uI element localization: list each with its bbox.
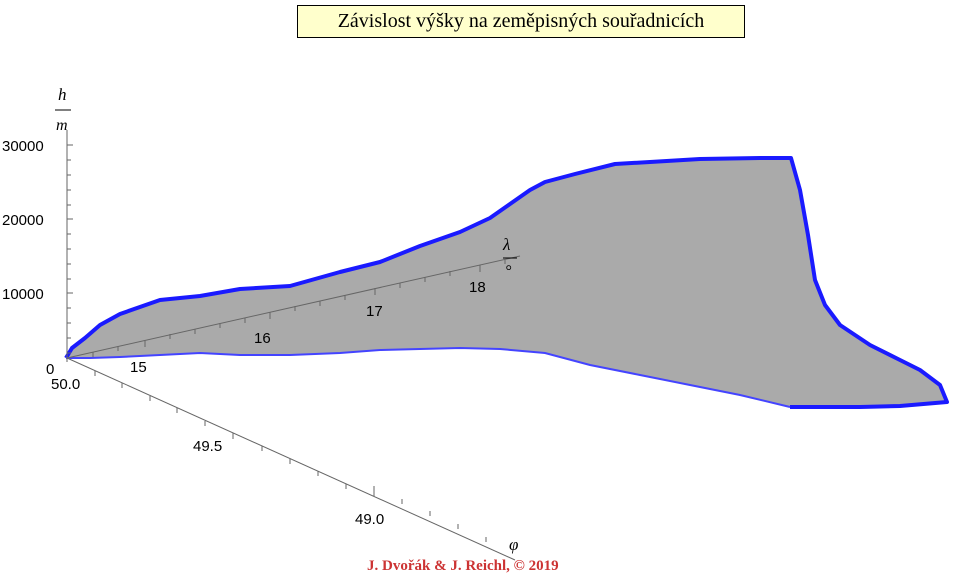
surface-top-edge: [64, 156, 949, 409]
h-axis-unit: m: [56, 117, 68, 134]
h-axis-symbol: h: [58, 85, 67, 104]
h-tick-30000: 30000: [2, 138, 44, 155]
chart-title: Závislost výšky na zeměpisných souřadnic…: [297, 5, 745, 38]
h-axis-ticks: [67, 144, 73, 354]
surface-fill: [66, 158, 947, 407]
credit-text: J. Dvořák & J. Reichl, © 2019: [367, 558, 559, 574]
phi-tick-49.5: 49.5: [193, 438, 222, 455]
h-tick-0: 0: [46, 361, 54, 378]
phi-axis-line: [66, 357, 516, 561]
phi-axis-ticks: [94, 371, 487, 542]
surface-bottom-edge: [66, 346, 791, 408]
h-tick-10000: 10000: [2, 286, 44, 303]
phi-axis-symbol: φ: [509, 535, 518, 554]
lambda-tick-16: 16: [254, 330, 271, 347]
h-tick-20000: 20000: [2, 212, 44, 229]
phi-tick-50.0: 50.0: [51, 376, 80, 393]
lambda-tick-18: 18: [469, 279, 486, 296]
lambda-axis-symbol: λ: [502, 235, 510, 254]
lambda-tick-15: 15: [130, 359, 147, 376]
phi-tick-49.0: 49.0: [355, 511, 384, 528]
lambda-axis-unit: °: [505, 263, 512, 280]
lambda-axis-line: [66, 255, 521, 359]
lambda-tick-17: 17: [366, 303, 383, 320]
lambda-axis-ticks: [92, 259, 506, 357]
